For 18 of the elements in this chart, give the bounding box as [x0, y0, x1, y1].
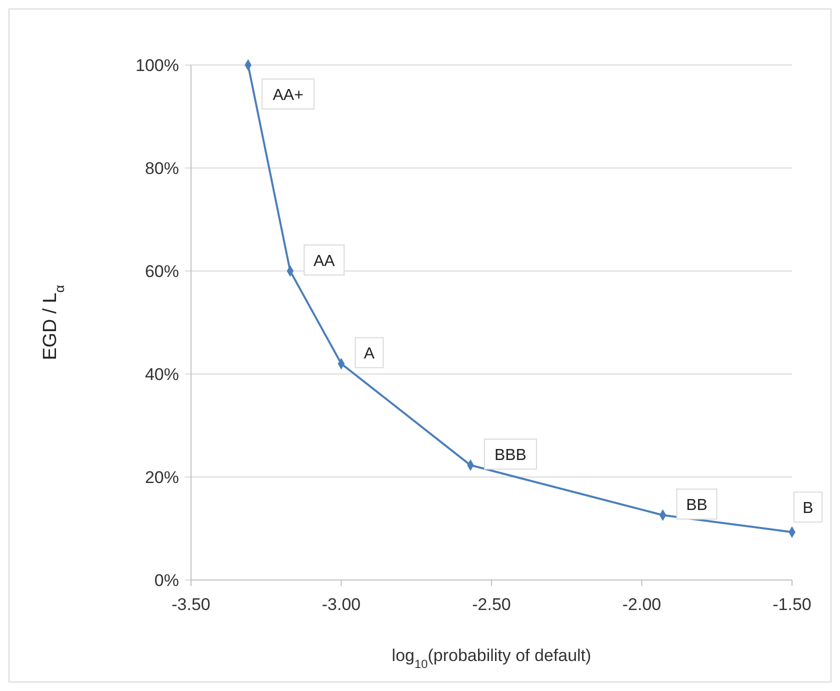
y-tick-label: 100% — [136, 56, 179, 75]
y-tick-label: 20% — [144, 468, 179, 487]
annotation: AA — [313, 253, 336, 270]
y-tick-label: 40% — [144, 365, 179, 384]
y-tick-label: 80% — [144, 159, 179, 178]
y-tick-label: 0% — [154, 571, 179, 590]
annotation: AA+ — [272, 87, 304, 104]
x-tick-label: -3.00 — [322, 595, 361, 614]
y-tick-label: 60% — [144, 262, 179, 281]
x-tick-label: -2.50 — [472, 595, 511, 614]
annotation: B — [802, 500, 814, 518]
annotation: BBB — [494, 447, 526, 464]
x-tick-label: -1.50 — [772, 595, 812, 614]
x-tick-label: -2.00 — [622, 595, 662, 614]
annotation: BB — [686, 497, 708, 514]
annotation: A — [364, 346, 375, 363]
x-tick-label: -3.50 — [172, 595, 210, 614]
x-axis-title: log$_{10}$(probability of default) — [392, 646, 592, 671]
